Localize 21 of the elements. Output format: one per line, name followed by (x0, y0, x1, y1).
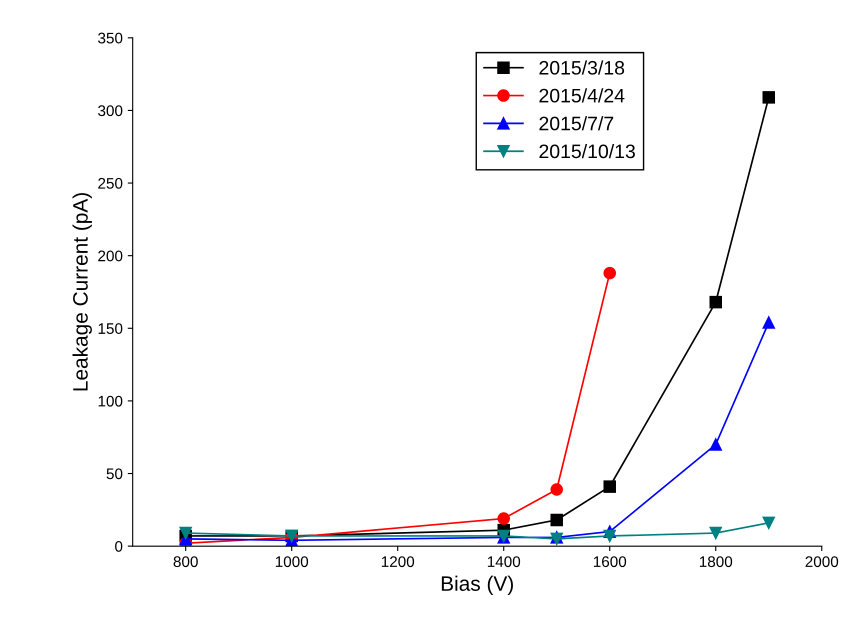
y-tick-label: 150 (98, 323, 122, 334)
y-tick-label: 250 (98, 178, 122, 189)
x-tick-label: 1200 (382, 556, 414, 568)
y-tick-label: 50 (106, 468, 122, 480)
x-axis-title: Bias (V) (442, 576, 513, 596)
x-tick-label: 1000 (276, 556, 308, 568)
y-tick-label: 100 (98, 396, 122, 407)
y-tick-label: 0 (115, 541, 122, 552)
x-tick-label: 1600 (594, 556, 626, 568)
x-tick-label: 2000 (806, 556, 838, 568)
x-tick-label: 1400 (488, 556, 520, 568)
x-tick-label: 800 (174, 556, 198, 568)
y-tick-label: 300 (98, 105, 122, 116)
legend-label: 2015/7/7 (539, 116, 614, 130)
legend-label: 2015/3/18 (539, 60, 624, 75)
legend-label: 2015/4/24 (539, 88, 624, 103)
y-tick-label: 350 (98, 32, 122, 44)
legend-label: 2015/10/13 (539, 144, 635, 158)
y-tick-label: 200 (98, 250, 122, 262)
x-tick-label: 1800 (700, 556, 732, 568)
y-axis-title: Leakage Current (pA) (72, 193, 92, 390)
